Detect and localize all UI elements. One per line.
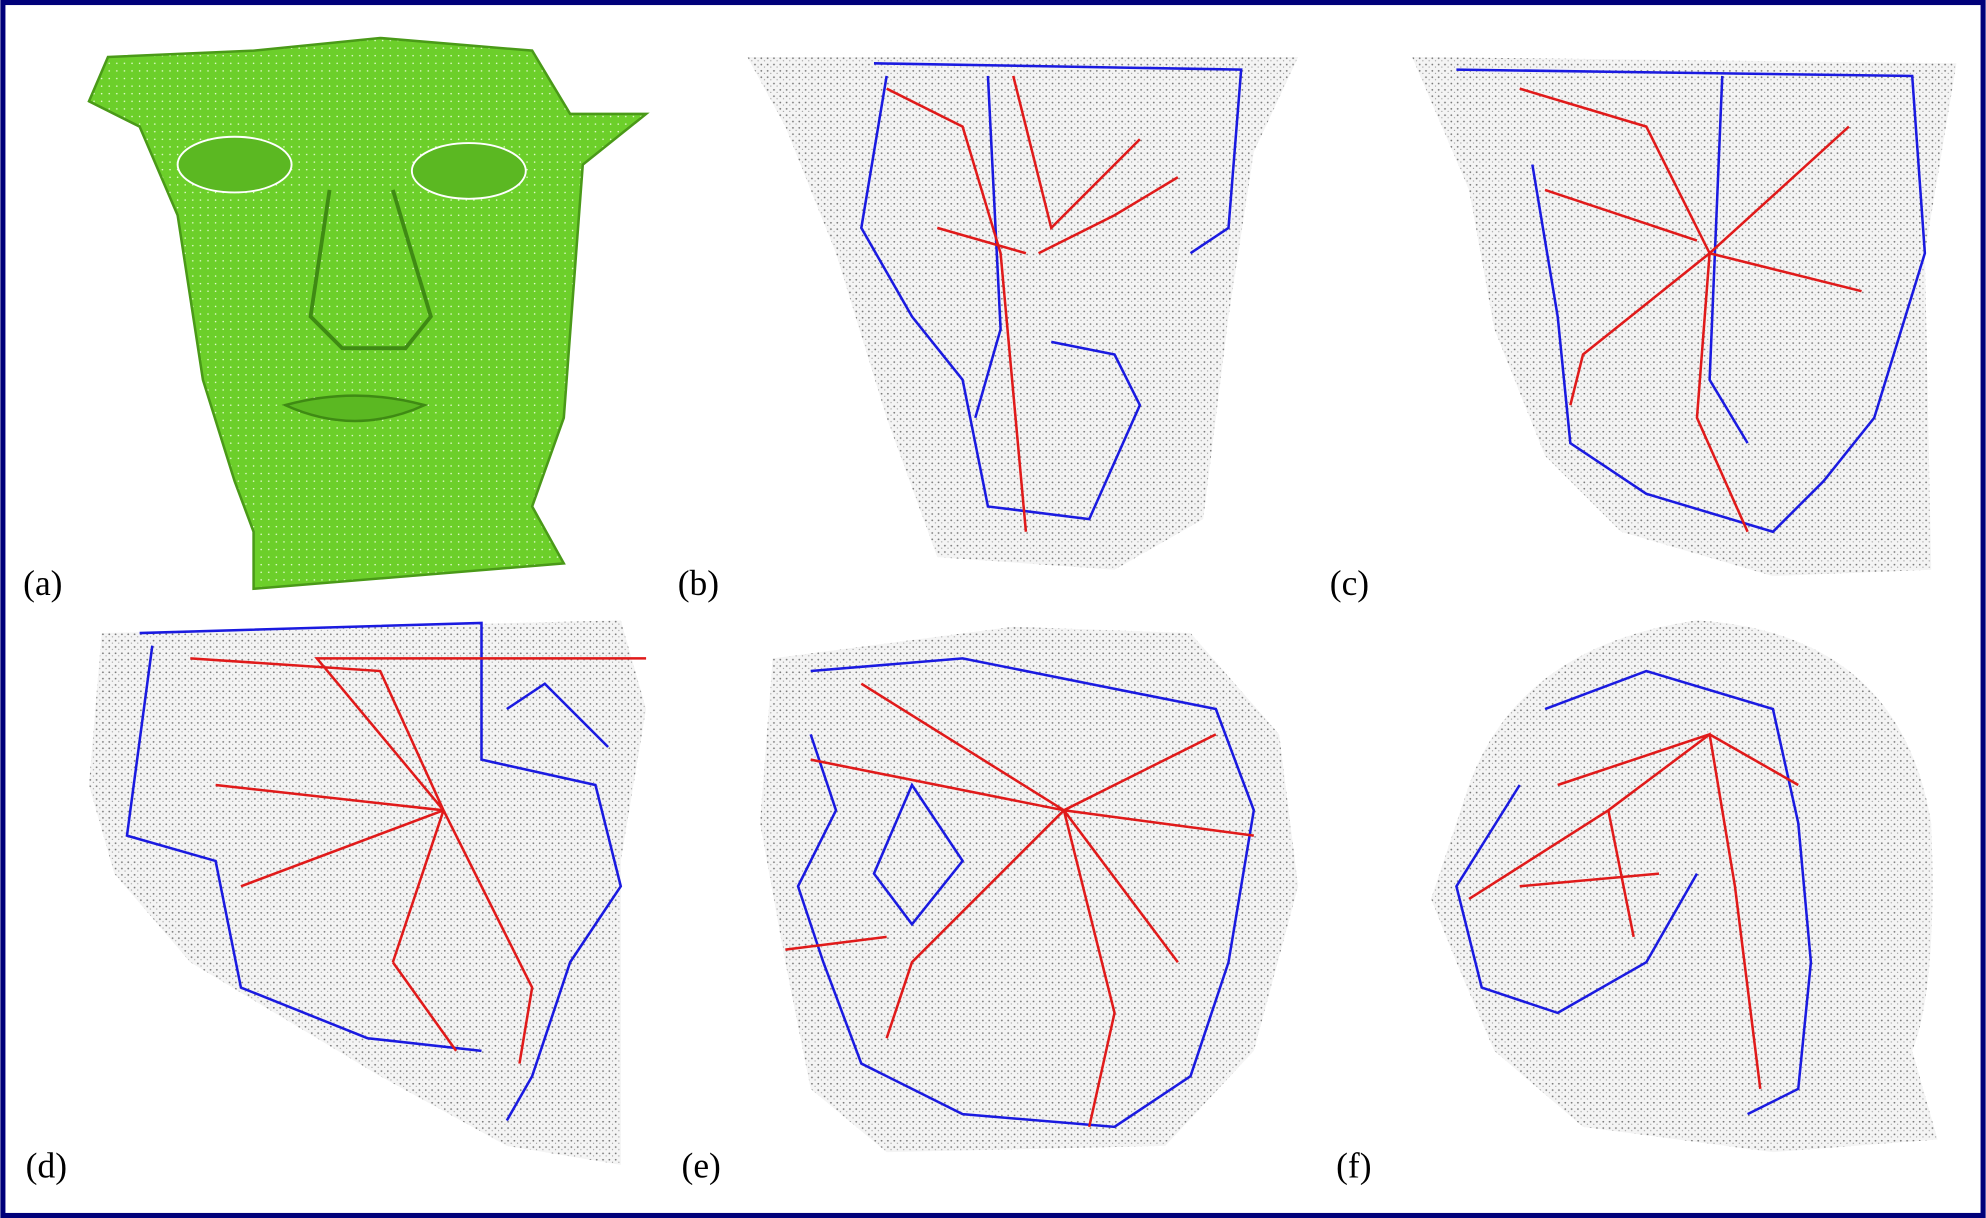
page: (a) (b) (c) (d) (e) (f) (() => { const d… — [0, 0, 1986, 1218]
panel-label: (f) — [1336, 1145, 1371, 1185]
panel-label: (b) — [678, 563, 719, 603]
panel-label: (c) — [1330, 563, 1369, 603]
panel-label: (a) — [23, 563, 62, 603]
panel-label: (e) — [682, 1145, 721, 1185]
panel-label: (d) — [26, 1145, 67, 1185]
figure: (a) (b) (c) (d) (e) (f) — [0, 0, 1986, 1218]
panel-e-face — [760, 627, 1298, 1152]
